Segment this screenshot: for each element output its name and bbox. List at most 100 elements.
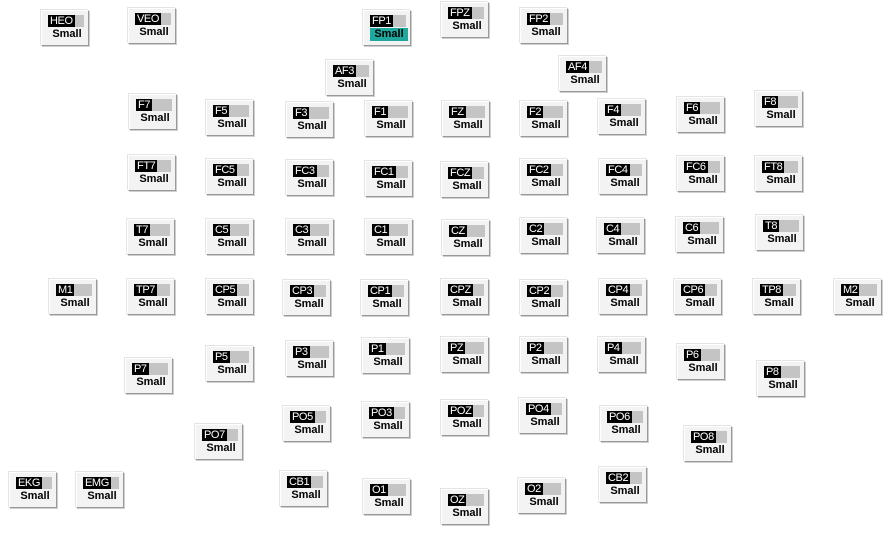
channel-button-f4[interactable]: F4 Small — [598, 99, 646, 135]
channel-size-label: Small — [531, 177, 561, 189]
channel-name-label: F8 — [762, 96, 779, 108]
channel-name-field: M2 — [841, 284, 877, 296]
channel-name-field: C5 — [213, 224, 249, 236]
channel-button-cp1[interactable]: CP1 Small — [361, 280, 409, 316]
channel-button-p2[interactable]: P2 Small — [520, 337, 568, 373]
channel-name-label: P8 — [764, 366, 781, 378]
channel-size-label: Small — [291, 489, 321, 501]
channel-button-p7[interactable]: P7 Small — [125, 358, 173, 394]
channel-button-o1[interactable]: O1 Small — [363, 479, 411, 515]
channel-button-cp5[interactable]: CP5 Small — [206, 279, 254, 315]
channel-button-c5[interactable]: C5 Small — [206, 219, 254, 255]
channel-button-po8[interactable]: PO8 Small — [684, 426, 732, 462]
channel-button-fp1[interactable]: FP1 Small — [363, 10, 411, 46]
channel-button-p8[interactable]: P8 Small — [757, 361, 805, 397]
channel-name-label: P4 — [605, 342, 622, 354]
channel-size-label: Small — [136, 376, 166, 388]
channel-button-ft7[interactable]: FT7 Small — [128, 155, 176, 191]
channel-name-label: CP4 — [606, 284, 631, 296]
channel-button-fz[interactable]: FZ Small — [442, 101, 490, 137]
channel-button-f8[interactable]: F8 Small — [755, 91, 803, 127]
channel-button-poz[interactable]: POZ Small — [441, 400, 489, 436]
channel-button-f3[interactable]: F3 Small — [286, 102, 334, 138]
channel-button-cb2[interactable]: CB2 Small — [599, 467, 647, 503]
channel-button-po4[interactable]: PO4 Small — [519, 398, 567, 434]
channel-button-f6[interactable]: F6 Small — [677, 97, 725, 133]
channel-name-field: T7 — [134, 224, 170, 236]
channel-button-t7[interactable]: T7 Small — [127, 219, 175, 255]
channel-button-heo[interactable]: HEO Small — [41, 10, 89, 46]
channel-button-p3[interactable]: P3 Small — [286, 341, 334, 377]
channel-button-f1[interactable]: F1 Small — [365, 101, 413, 137]
channel-button-fc2[interactable]: FC2 Small — [520, 159, 568, 195]
channel-button-p4[interactable]: P4 Small — [598, 337, 646, 373]
channel-size-label: Small — [768, 379, 798, 391]
channel-button-fc4[interactable]: FC4 Small — [599, 159, 647, 195]
channel-button-p1[interactable]: P1 Small — [362, 338, 410, 374]
channel-size-label: Small — [611, 424, 641, 436]
channel-name-label: F1 — [372, 106, 389, 118]
channel-button-o2[interactable]: O2 Small — [518, 478, 566, 514]
channel-name-label: FC5 — [213, 164, 237, 176]
channel-button-fp2[interactable]: FP2 Small — [520, 8, 568, 44]
channel-name-field: CPZ — [448, 284, 484, 296]
channel-name-field: C6 — [683, 222, 719, 234]
channel-button-m1[interactable]: M1 Small — [49, 279, 97, 315]
channel-name-label: O1 — [370, 484, 388, 496]
channel-size-label: Small — [297, 359, 327, 371]
channel-button-p5[interactable]: P5 Small — [206, 346, 254, 382]
channel-button-c4[interactable]: C4 Small — [597, 218, 645, 254]
channel-button-veo[interactable]: VEO Small — [128, 8, 176, 44]
channel-button-c2[interactable]: C2 Small — [520, 218, 568, 254]
channel-button-tp7[interactable]: TP7 Small — [127, 279, 175, 315]
channel-button-fcz[interactable]: FCZ Small — [441, 162, 489, 198]
channel-name-field: P6 — [684, 349, 720, 361]
channel-button-f5[interactable]: F5 Small — [206, 100, 254, 136]
channel-size-label: Small — [374, 497, 404, 509]
channel-name-label: CPZ — [448, 284, 473, 296]
channel-button-t8[interactable]: T8 Small — [756, 215, 804, 251]
channel-button-pz[interactable]: PZ Small — [441, 337, 489, 373]
channel-button-cp4[interactable]: CP4 Small — [599, 279, 647, 315]
channel-button-oz[interactable]: OZ Small — [441, 489, 489, 525]
channel-button-tp8[interactable]: TP8 Small — [753, 279, 801, 315]
channel-button-p6[interactable]: P6 Small — [677, 344, 725, 380]
channel-button-af4[interactable]: AF4 Small — [559, 56, 607, 92]
channel-button-emg[interactable]: EMG Small — [76, 472, 124, 508]
channel-button-fpz[interactable]: FPZ Small — [441, 2, 489, 38]
channel-button-ekg[interactable]: EKG Small — [9, 472, 57, 508]
channel-name-field: VEO — [135, 13, 171, 25]
channel-button-po5[interactable]: PO5 Small — [283, 406, 331, 442]
channel-name-label: FZ — [449, 106, 466, 118]
channel-button-c3[interactable]: C3 Small — [286, 219, 334, 255]
channel-button-po3[interactable]: PO3 Small — [362, 402, 410, 438]
channel-button-f2[interactable]: F2 Small — [520, 101, 568, 137]
channel-size-label: Small — [370, 28, 408, 41]
channel-button-po6[interactable]: PO6 Small — [600, 406, 648, 442]
channel-name-label: CB2 — [606, 472, 631, 484]
channel-name-field: FPZ — [448, 7, 484, 19]
channel-button-fc5[interactable]: FC5 Small — [206, 159, 254, 195]
channel-button-fc6[interactable]: FC6 Small — [677, 156, 725, 192]
channel-button-cp3[interactable]: CP3 Small — [283, 280, 331, 316]
channel-size-label: Small — [610, 485, 640, 497]
channel-name-field: P1 — [369, 343, 405, 355]
channel-button-c1[interactable]: C1 Small — [365, 219, 413, 255]
channel-button-f7[interactable]: F7 Small — [129, 94, 177, 130]
channel-button-c6[interactable]: C6 Small — [676, 217, 724, 253]
channel-button-cp6[interactable]: CP6 Small — [674, 279, 722, 315]
channel-size-label: Small — [531, 355, 561, 367]
channel-button-cp2[interactable]: CP2 Small — [520, 280, 568, 316]
channel-size-label: Small — [297, 178, 327, 190]
channel-name-field: F1 — [372, 106, 408, 118]
channel-button-cz[interactable]: CZ Small — [442, 220, 490, 256]
channel-button-fc3[interactable]: FC3 Small — [286, 160, 334, 196]
channel-button-po7[interactable]: PO7 Small — [195, 424, 243, 460]
channel-button-af3[interactable]: AF3 Small — [326, 60, 374, 96]
channel-button-cpz[interactable]: CPZ Small — [441, 279, 489, 315]
channel-button-fc1[interactable]: FC1 Small — [365, 161, 413, 197]
channel-name-label: CP3 — [290, 285, 315, 297]
channel-button-m2[interactable]: M2 Small — [834, 279, 882, 315]
channel-button-ft8[interactable]: FT8 Small — [755, 156, 803, 192]
channel-button-cb1[interactable]: CB1 Small — [280, 471, 328, 507]
